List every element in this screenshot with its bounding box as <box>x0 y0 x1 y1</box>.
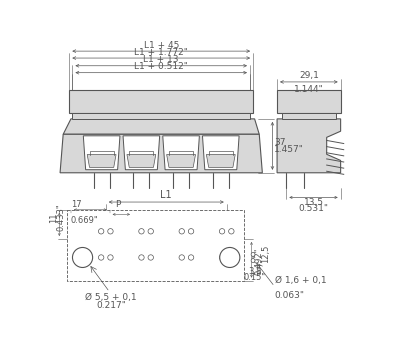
Text: P: P <box>115 200 120 209</box>
Polygon shape <box>202 136 239 170</box>
Polygon shape <box>163 136 199 170</box>
Text: 11: 11 <box>50 212 58 223</box>
Circle shape <box>229 255 234 260</box>
Text: 3,8: 3,8 <box>248 267 261 276</box>
Bar <box>282 113 336 119</box>
Text: 12,5: 12,5 <box>261 244 270 263</box>
Text: 0.531": 0.531" <box>298 205 328 213</box>
Polygon shape <box>277 119 341 173</box>
Text: L1: L1 <box>160 191 172 200</box>
Circle shape <box>98 229 104 234</box>
Circle shape <box>98 255 104 260</box>
Circle shape <box>220 247 240 267</box>
Circle shape <box>148 229 154 234</box>
Polygon shape <box>83 136 120 170</box>
Polygon shape <box>167 155 196 168</box>
Text: 0.217": 0.217" <box>96 302 126 310</box>
Circle shape <box>229 229 234 234</box>
Circle shape <box>72 247 93 267</box>
Polygon shape <box>87 155 116 168</box>
Text: L1 + 1.772": L1 + 1.772" <box>134 47 188 57</box>
Text: 0.433": 0.433" <box>56 203 66 231</box>
Text: 37: 37 <box>274 138 286 147</box>
Text: 17: 17 <box>71 200 82 209</box>
Text: L1 + 13: L1 + 13 <box>144 55 179 64</box>
Text: 1.457": 1.457" <box>274 145 304 154</box>
Text: 29,1: 29,1 <box>299 72 319 80</box>
Circle shape <box>251 259 255 262</box>
Text: Ø 1,6 + 0,1: Ø 1,6 + 0,1 <box>275 276 326 285</box>
Circle shape <box>108 255 113 260</box>
Circle shape <box>188 229 194 234</box>
Text: 0.15": 0.15" <box>244 273 266 282</box>
Polygon shape <box>127 155 156 168</box>
Circle shape <box>139 255 144 260</box>
Text: L1 + 45: L1 + 45 <box>144 40 179 50</box>
Text: 0.492": 0.492" <box>254 248 264 275</box>
Text: 0.063": 0.063" <box>275 291 305 300</box>
Circle shape <box>148 255 154 260</box>
Polygon shape <box>123 136 160 170</box>
Circle shape <box>219 255 225 260</box>
Circle shape <box>219 229 225 234</box>
Text: 13,5: 13,5 <box>304 198 324 207</box>
Circle shape <box>139 229 144 234</box>
Polygon shape <box>206 155 235 168</box>
Text: Ø 5,5 + 0,1: Ø 5,5 + 0,1 <box>86 293 137 302</box>
Circle shape <box>179 255 184 260</box>
Polygon shape <box>60 134 262 173</box>
Text: L1 + 0.512": L1 + 0.512" <box>134 62 188 71</box>
Circle shape <box>179 229 184 234</box>
Bar <box>72 113 250 119</box>
Polygon shape <box>63 119 259 134</box>
Circle shape <box>108 229 113 234</box>
Bar <box>67 210 244 281</box>
Bar <box>277 90 341 113</box>
Bar <box>69 90 253 113</box>
Circle shape <box>251 252 255 256</box>
Circle shape <box>188 255 194 260</box>
Text: 0.669": 0.669" <box>71 216 98 225</box>
Text: 1.144": 1.144" <box>294 85 324 94</box>
